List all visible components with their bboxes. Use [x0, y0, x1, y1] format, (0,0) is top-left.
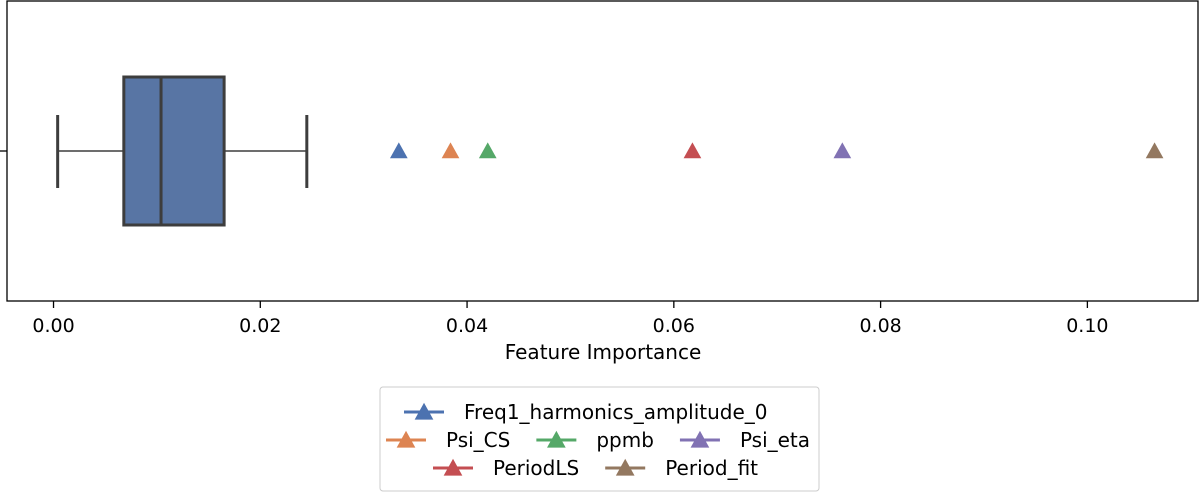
legend-marker-period-fit [615, 458, 635, 476]
marker-freq1-harmonics-amplitude-0 [389, 142, 408, 159]
x-axis-ticks: 0.00 0.02 0.04 0.06 0.08 0.10 [32, 301, 1109, 337]
legend-marker-psi-cs [396, 430, 416, 448]
marker-ppmb [478, 142, 497, 159]
legend-label-freq1-harmonics-amplitude-0: Freq1_harmonics_amplitude_0 [464, 400, 768, 424]
legend-label-periodls: PeriodLS [493, 456, 579, 480]
interquartile-box [122, 75, 226, 227]
legend-marker-psi-eta [690, 430, 710, 448]
box-plot [56, 75, 309, 227]
legend-label-ppmb: ppmb [596, 428, 654, 452]
x-axis-label: Feature Importance [505, 340, 702, 364]
legend-marker-ppmb [547, 430, 566, 448]
x-tick-label: 0.02 [239, 315, 281, 337]
marker-period-fit [1145, 142, 1164, 159]
legend-label-period-fit: Period_fit [665, 456, 758, 480]
legend-marker-freq1-harmonics-amplitude-0 [414, 402, 434, 420]
marker-periodls [683, 142, 702, 159]
legend-label-psi-eta: Psi_eta [740, 428, 810, 452]
x-tick-label: 0.04 [446, 315, 488, 337]
legend-label-psi-cs: Psi_CS [446, 428, 510, 452]
marker-psi-cs [441, 142, 460, 159]
x-tick-label: 0.10 [1066, 315, 1108, 337]
legend-marker-periodls [443, 458, 463, 476]
x-tick-label: 0.00 [32, 315, 74, 337]
feature-markers [389, 142, 1164, 159]
x-tick-label: 0.06 [653, 315, 695, 337]
legend-frame [379, 386, 820, 492]
legend: Freq1_harmonics_amplitude_0 Psi_CS ppmb Psi… [379, 386, 820, 492]
marker-psi-eta [833, 142, 852, 159]
x-tick-label: 0.08 [859, 315, 901, 337]
